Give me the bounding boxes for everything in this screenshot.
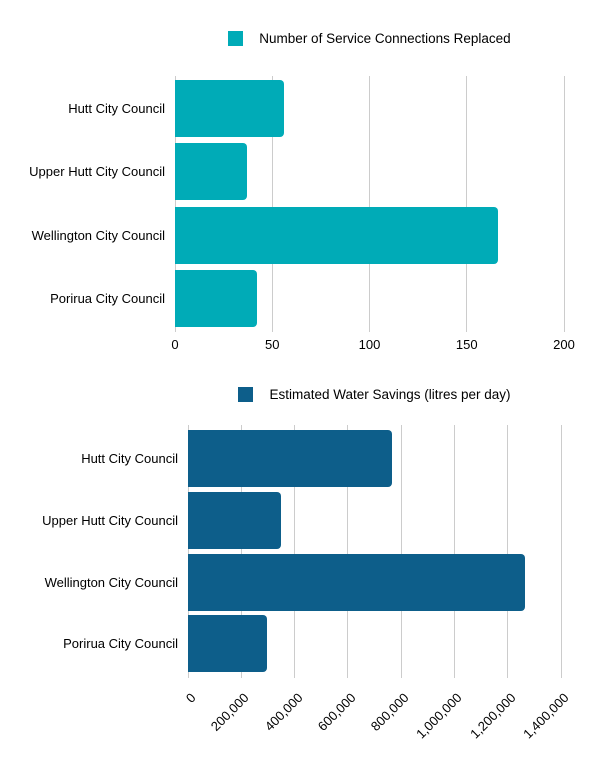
bar xyxy=(188,553,526,611)
category-label: Upper Hutt City Council xyxy=(29,164,165,180)
legend: Number of Service Connections Replaced xyxy=(175,31,564,46)
axis-tick-label: 1,000,000 xyxy=(413,690,466,742)
chart-row: Upper Hutt City Council xyxy=(29,143,564,206)
legend: Estimated Water Savings (litres per day) xyxy=(188,387,561,402)
category-label: Porirua City Council xyxy=(50,290,165,306)
category-label: Upper Hutt City Council xyxy=(42,512,178,528)
gridline xyxy=(560,425,562,678)
chart-row: Wellington City Council xyxy=(45,553,561,616)
gridline xyxy=(453,425,455,678)
category-label: Wellington City Council xyxy=(31,227,165,243)
bar-rows: Hutt City Council Upper Hutt City Council… xyxy=(29,80,564,333)
chart-row: Wellington City Council xyxy=(32,206,564,270)
axis-tick-label: 0 xyxy=(182,690,199,706)
axis-tick-label: 50 xyxy=(265,337,280,352)
axis-tick-label: 400,000 xyxy=(261,690,306,734)
category-label: Hutt City Council xyxy=(81,451,178,466)
chart-row: Hutt City Council xyxy=(68,80,564,143)
gridline xyxy=(187,425,189,678)
bar xyxy=(188,430,392,487)
legend-label: Estimated Water Savings (litres per day) xyxy=(269,387,511,402)
gridline xyxy=(563,76,565,332)
axis-tick-label: 200,000 xyxy=(208,690,252,734)
gridline xyxy=(347,425,349,678)
chart-row: Porirua City Council xyxy=(63,615,561,677)
water-savings-chart: Estimated Water Savings (litres per day)… xyxy=(0,375,600,758)
gridline xyxy=(507,425,509,678)
gridlines xyxy=(187,425,562,678)
gridline xyxy=(294,425,296,678)
chart-row: Porirua City Council xyxy=(50,269,564,333)
category-label: Wellington City Council xyxy=(44,574,178,590)
legend-label: Number of Service Connections Replaced xyxy=(259,31,511,46)
service-connections-chart: Number of Service Connections Replaced H… xyxy=(0,0,600,375)
axis-tick-label: 800,000 xyxy=(367,690,412,734)
chart-row: Hutt City Council xyxy=(81,430,561,492)
bar xyxy=(175,206,498,264)
gridline xyxy=(271,76,273,332)
bar xyxy=(188,491,282,549)
bar xyxy=(175,269,257,327)
bar xyxy=(175,143,247,201)
axis-tick-label: 1,400,000 xyxy=(520,690,572,742)
chart-row: Upper Hutt City Council xyxy=(42,491,561,554)
bar xyxy=(188,615,267,673)
plot-area: Hutt City Council Upper Hutt City Council… xyxy=(29,76,565,333)
axis-tick-label: 200 xyxy=(553,337,575,352)
gridline xyxy=(400,425,402,678)
axis-tick-label: 1,200,000 xyxy=(466,690,519,742)
axis-tick-label: 600,000 xyxy=(314,690,359,734)
x-axis: 0 50 100 150 200 xyxy=(171,337,574,357)
legend-swatch xyxy=(228,31,244,46)
axis-tick-label: 150 xyxy=(455,337,478,352)
bar-rows: Hutt City Council Upper Hutt City Council… xyxy=(42,430,561,677)
category-label: Porirua City Council xyxy=(63,636,178,652)
category-label: Hutt City Council xyxy=(68,101,165,116)
gridline xyxy=(174,76,176,332)
legend-swatch xyxy=(238,387,254,402)
axis-tick-label: 100 xyxy=(358,337,381,352)
axis-tick-label: 0 xyxy=(171,337,179,352)
gridline xyxy=(369,76,370,332)
x-axis: 0 200,000 400,000 600,000 800,000 1,000,000 1,… xyxy=(183,682,572,758)
gridline xyxy=(240,425,242,678)
plot-area: Hutt City Council Upper Hutt City Council… xyxy=(42,425,562,678)
gridlines xyxy=(174,76,565,332)
gridline xyxy=(466,76,468,332)
bar xyxy=(175,80,284,137)
